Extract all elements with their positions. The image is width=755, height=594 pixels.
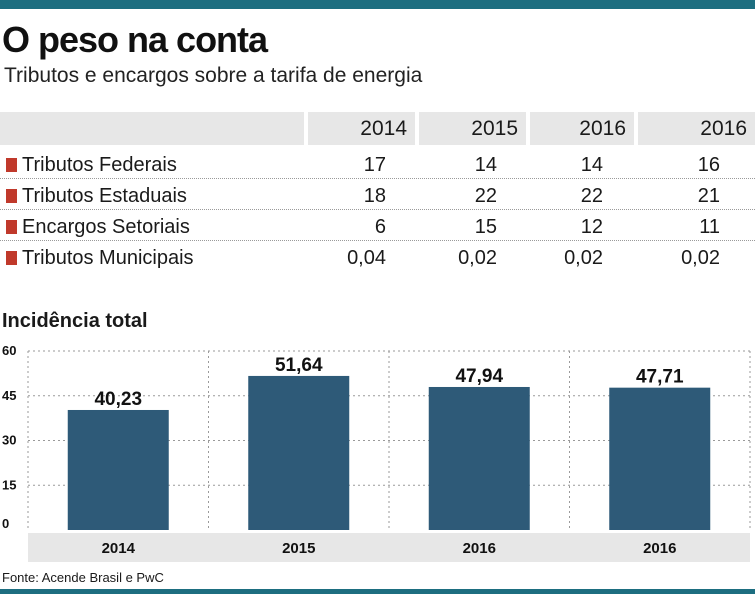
table-cell: 22 — [474, 185, 497, 207]
bottom-accent-bar — [0, 589, 755, 594]
bar — [609, 387, 711, 530]
row-label: Tributos Municipais — [22, 247, 194, 269]
top-accent-bar — [0, 0, 755, 9]
table-cell: 15 — [474, 216, 497, 238]
bar — [428, 386, 530, 530]
bar — [67, 409, 169, 530]
y-tick-label: 30 — [2, 433, 16, 448]
table-cell: 14 — [474, 154, 497, 176]
table-cell: 21 — [697, 185, 720, 207]
table-cell: 11 — [699, 216, 720, 238]
y-tick-label: 0 — [2, 516, 9, 531]
bar-value-label: 47,94 — [455, 366, 503, 387]
table-header-year: 2016 — [638, 112, 755, 145]
table-header-year: 2015 — [419, 112, 526, 145]
legend-swatch — [6, 251, 17, 265]
y-tick-label: 45 — [2, 388, 16, 403]
table-row: Tributos Estaduais 18 22 22 21 — [0, 180, 755, 210]
table-cell: 0,04 — [347, 247, 386, 269]
table-header-label-cell — [0, 112, 304, 145]
table-cell: 12 — [580, 216, 603, 238]
y-tick-label: 15 — [2, 477, 16, 492]
row-divider — [0, 209, 755, 210]
page-title: O peso na conta — [2, 19, 268, 60]
table-cell: 0,02 — [681, 247, 720, 269]
table-cell: 0,02 — [458, 247, 497, 269]
page-subtitle: Tributos e encargos sobre a tarifa de en… — [4, 64, 423, 87]
legend-swatch — [6, 158, 17, 172]
x-tick-label: 2014 — [102, 540, 136, 557]
table-header-year: 2014 — [308, 112, 415, 145]
bar-value-label: 40,23 — [94, 389, 142, 410]
table-cell: 16 — [697, 154, 720, 176]
row-label: Encargos Setoriais — [22, 216, 190, 238]
bar-chart: 0 15 30 45 60 40,23 2014 51,64 2015 47,94 2016 47,7… — [2, 343, 751, 562]
x-axis-band — [28, 533, 750, 562]
y-tick-label: 60 — [2, 343, 16, 358]
chart-title: Incidência total — [2, 310, 148, 332]
row-divider — [0, 240, 755, 241]
x-tick-label: 2015 — [282, 540, 315, 557]
table-cell: 6 — [374, 216, 386, 238]
table-cell: 17 — [363, 154, 386, 176]
table-row: Tributos Municipais 0,04 0,02 0,02 0,02 — [0, 242, 755, 272]
row-divider — [0, 178, 755, 179]
x-tick-label: 2016 — [463, 540, 496, 557]
table-header: 2014 2015 2016 2016 — [0, 112, 755, 145]
table-cell: 18 — [363, 185, 386, 207]
source-note: Fonte: Acende Brasil e PwC — [2, 570, 164, 585]
table-cell: 22 — [580, 185, 603, 207]
table-header-year: 2016 — [530, 112, 634, 145]
row-label: Tributos Estaduais — [22, 185, 187, 207]
table-row: Tributos Federais 17 14 14 16 — [0, 149, 755, 179]
bar — [248, 375, 350, 530]
legend-swatch — [6, 220, 17, 234]
bar-value-label: 51,64 — [275, 355, 323, 376]
x-tick-label: 2016 — [643, 540, 676, 557]
row-label: Tributos Federais — [22, 154, 177, 176]
table-row: Encargos Setoriais 6 15 12 11 — [0, 211, 755, 241]
table-cell: 14 — [580, 154, 603, 176]
legend-swatch — [6, 189, 17, 203]
bar-value-label: 47,71 — [636, 367, 684, 388]
table-cell: 0,02 — [564, 247, 603, 269]
